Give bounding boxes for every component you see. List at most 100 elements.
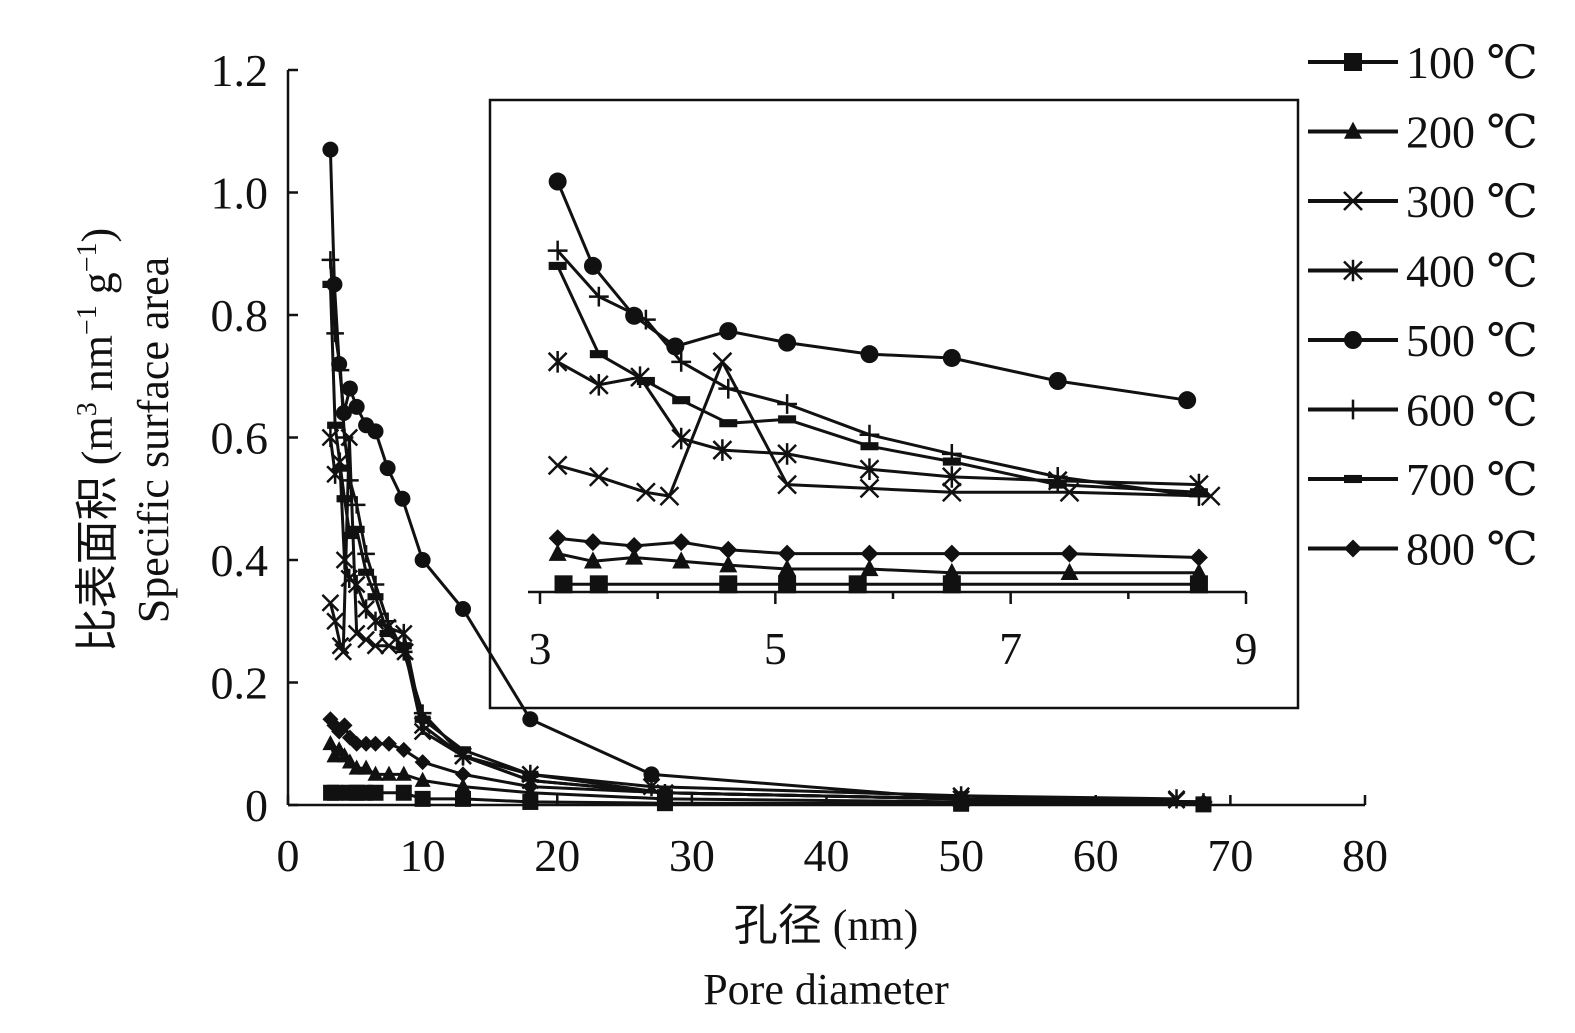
main-point-100	[455, 790, 472, 807]
inset-line-700	[556, 265, 1199, 494]
y-axis-label-cn: 比表面积 (m3 nm−1 g−1)	[72, 228, 122, 652]
main-point-100	[414, 790, 431, 807]
main-point-500	[348, 398, 365, 415]
inset-x-tick-label-7: 7	[999, 623, 1022, 674]
main-point-200	[455, 777, 472, 794]
inset-point-200	[548, 543, 567, 561]
main-series-600	[321, 251, 1213, 811]
inset-point-600	[671, 351, 692, 372]
inset-series-200	[548, 543, 1208, 581]
main-point-300	[334, 642, 353, 661]
inset-point-100	[778, 575, 797, 594]
inset-point-300	[941, 482, 962, 503]
y-tick-label-0: 0	[245, 780, 268, 831]
inset-x-tick-label-9: 9	[1235, 623, 1258, 674]
legend-item-300: 300 ℃	[1308, 176, 1538, 227]
main-point-100	[395, 784, 412, 801]
legend-item-700: 700 ℃	[1308, 454, 1538, 505]
inset-point-700	[942, 457, 961, 466]
main-point-700	[358, 568, 375, 576]
main-point-300	[326, 612, 345, 631]
legend-item-500: 500 ℃	[1308, 315, 1538, 366]
main-point-800	[1195, 793, 1212, 810]
x-tick-label-60: 60	[1073, 830, 1119, 881]
main-series-700	[322, 280, 1212, 806]
main-line-500	[328, 149, 962, 801]
x-tick-label-40: 40	[804, 830, 850, 881]
inset-point-400	[547, 351, 568, 373]
inset-line-800	[557, 536, 1199, 559]
inset-point-500	[1048, 372, 1067, 390]
inset-point-400	[588, 374, 609, 396]
main-point-600	[326, 324, 344, 343]
inset-point-500	[548, 172, 567, 191]
y-label-mid: nm	[73, 335, 122, 402]
inset-point-700	[719, 419, 738, 428]
inset-point-300	[712, 351, 733, 372]
main-point-300	[347, 624, 366, 643]
main-point-700	[327, 421, 344, 429]
main-point-200	[367, 765, 384, 781]
inset-frame	[488, 98, 1300, 710]
inset-point-100	[589, 575, 608, 594]
inset-point-800	[625, 536, 644, 555]
main-series-800	[322, 711, 1212, 810]
main-point-800	[455, 766, 472, 783]
main-point-100	[367, 784, 384, 801]
inset-point-500	[860, 345, 879, 364]
main-point-800	[358, 735, 375, 752]
inset-point-200	[942, 562, 961, 581]
inset-point-600	[718, 378, 739, 399]
legend-label-600: 600 ℃	[1406, 385, 1538, 436]
inset-point-800	[942, 544, 961, 563]
main-point-200	[322, 734, 339, 751]
main-point-800	[380, 735, 397, 752]
inset-point-700	[860, 442, 879, 451]
main-point-600	[321, 251, 340, 269]
legend-marker-400	[1343, 259, 1363, 282]
main-point-700	[348, 525, 365, 533]
main-point-800	[367, 735, 384, 752]
main-point-700	[367, 593, 384, 601]
y-label-suffix: )	[73, 228, 122, 243]
legend: 100 ℃ 200 ℃ 300 ℃ 400 ℃ 500 ℃ 600 ℃ 700 ℃ 800 ℃	[1308, 37, 1538, 575]
legend-marker-100	[1344, 53, 1362, 71]
y-tick-label-1-2: 1.2	[211, 45, 269, 96]
main-point-500	[322, 141, 339, 158]
legend-label-200: 200 ℃	[1406, 107, 1538, 158]
legend-marker-300	[1343, 191, 1363, 211]
inset-point-500	[778, 333, 797, 352]
inset-point-400	[777, 443, 797, 465]
main-point-500	[643, 766, 660, 783]
x-tick-label-0: 0	[277, 830, 300, 881]
inset-point-400	[712, 439, 733, 461]
x-tick-label-70: 70	[1207, 830, 1253, 881]
inset-point-700	[636, 376, 655, 386]
inset-point-200	[719, 555, 738, 573]
legend-item-100: 100 ℃	[1308, 37, 1538, 88]
y-tick-label-0-8: 0.8	[211, 290, 269, 341]
y-tick-label-0-2: 0.2	[211, 658, 269, 709]
inset-series-100	[554, 575, 1208, 594]
main-point-700	[336, 495, 353, 503]
main-point-700	[379, 629, 396, 638]
main-point-500	[379, 460, 396, 477]
main-series-group	[321, 141, 1213, 813]
legend-label-700: 700 ℃	[1406, 454, 1538, 505]
inset-point-800	[719, 540, 738, 559]
main-point-100	[327, 784, 344, 801]
inset-point-700	[672, 396, 691, 405]
legend-label-300: 300 ℃	[1406, 176, 1538, 227]
inset-point-200	[672, 551, 691, 569]
inset-point-700	[589, 350, 608, 359]
inset-point-500	[719, 322, 738, 341]
inset-x-tick-label-3: 3	[529, 623, 552, 674]
inset-point-300	[859, 478, 880, 499]
inset-point-200	[1189, 562, 1208, 581]
main-line-700	[328, 284, 1204, 804]
y-tick-label-0-4: 0.4	[211, 535, 269, 586]
y-tick-label-1-0: 1.0	[211, 168, 269, 219]
inset-line-300	[557, 360, 1211, 498]
main-point-600	[378, 612, 397, 631]
